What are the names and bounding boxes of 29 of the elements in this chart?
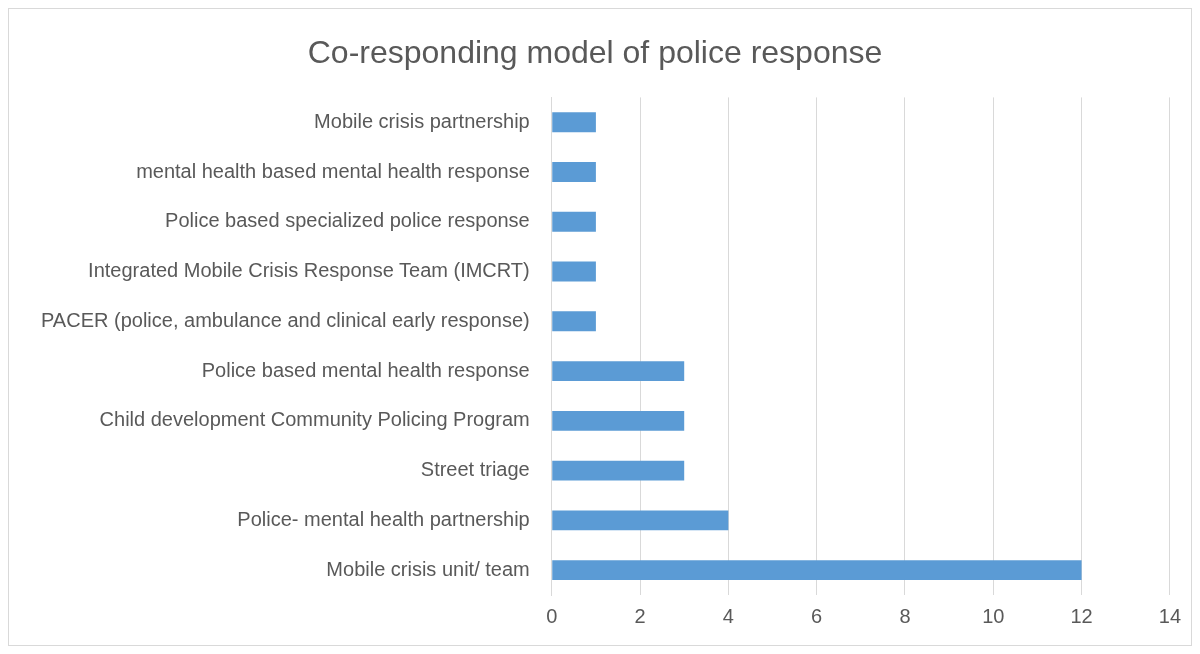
y-tick-label: Police based mental health response [201, 358, 530, 381]
y-tick-label: Child development Community Policing Program [99, 408, 530, 431]
x-tick-label: 2 [634, 604, 646, 627]
y-tick-label: Integrated Mobile Crisis Response Team (IMCRT) [88, 259, 530, 282]
x-tick-label: 10 [982, 604, 1005, 627]
y-tick-label: Mobile crisis partnership [314, 109, 530, 132]
x-tick-label: 4 [722, 604, 734, 627]
bar [552, 460, 685, 481]
x-tick-label: 12 [1070, 604, 1093, 627]
y-tick-label: mental health based mental health response [136, 159, 530, 182]
bar [552, 510, 729, 531]
bar [552, 162, 596, 182]
y-tick-label: Police- mental health partnership [237, 507, 530, 530]
chart-title: Co-responding model of police response [307, 34, 883, 71]
bar [552, 112, 596, 133]
y-tick-label: Street triage [420, 458, 530, 481]
bar [552, 361, 685, 382]
bar [552, 211, 596, 232]
bar [552, 261, 596, 282]
x-tick-label: 0 [546, 604, 558, 627]
bar [552, 410, 685, 431]
y-tick-label: Police based specialized police response [165, 209, 530, 232]
x-tick-label: 14 [1158, 604, 1181, 627]
bar [552, 311, 596, 332]
bar [552, 560, 1082, 581]
y-tick-label: PACER (police, ambulance and clinical early response) [41, 308, 530, 331]
x-tick-label: 8 [899, 604, 911, 627]
y-tick-label: Mobile crisis unit/ team [326, 557, 530, 580]
x-tick-label: 6 [811, 604, 823, 627]
